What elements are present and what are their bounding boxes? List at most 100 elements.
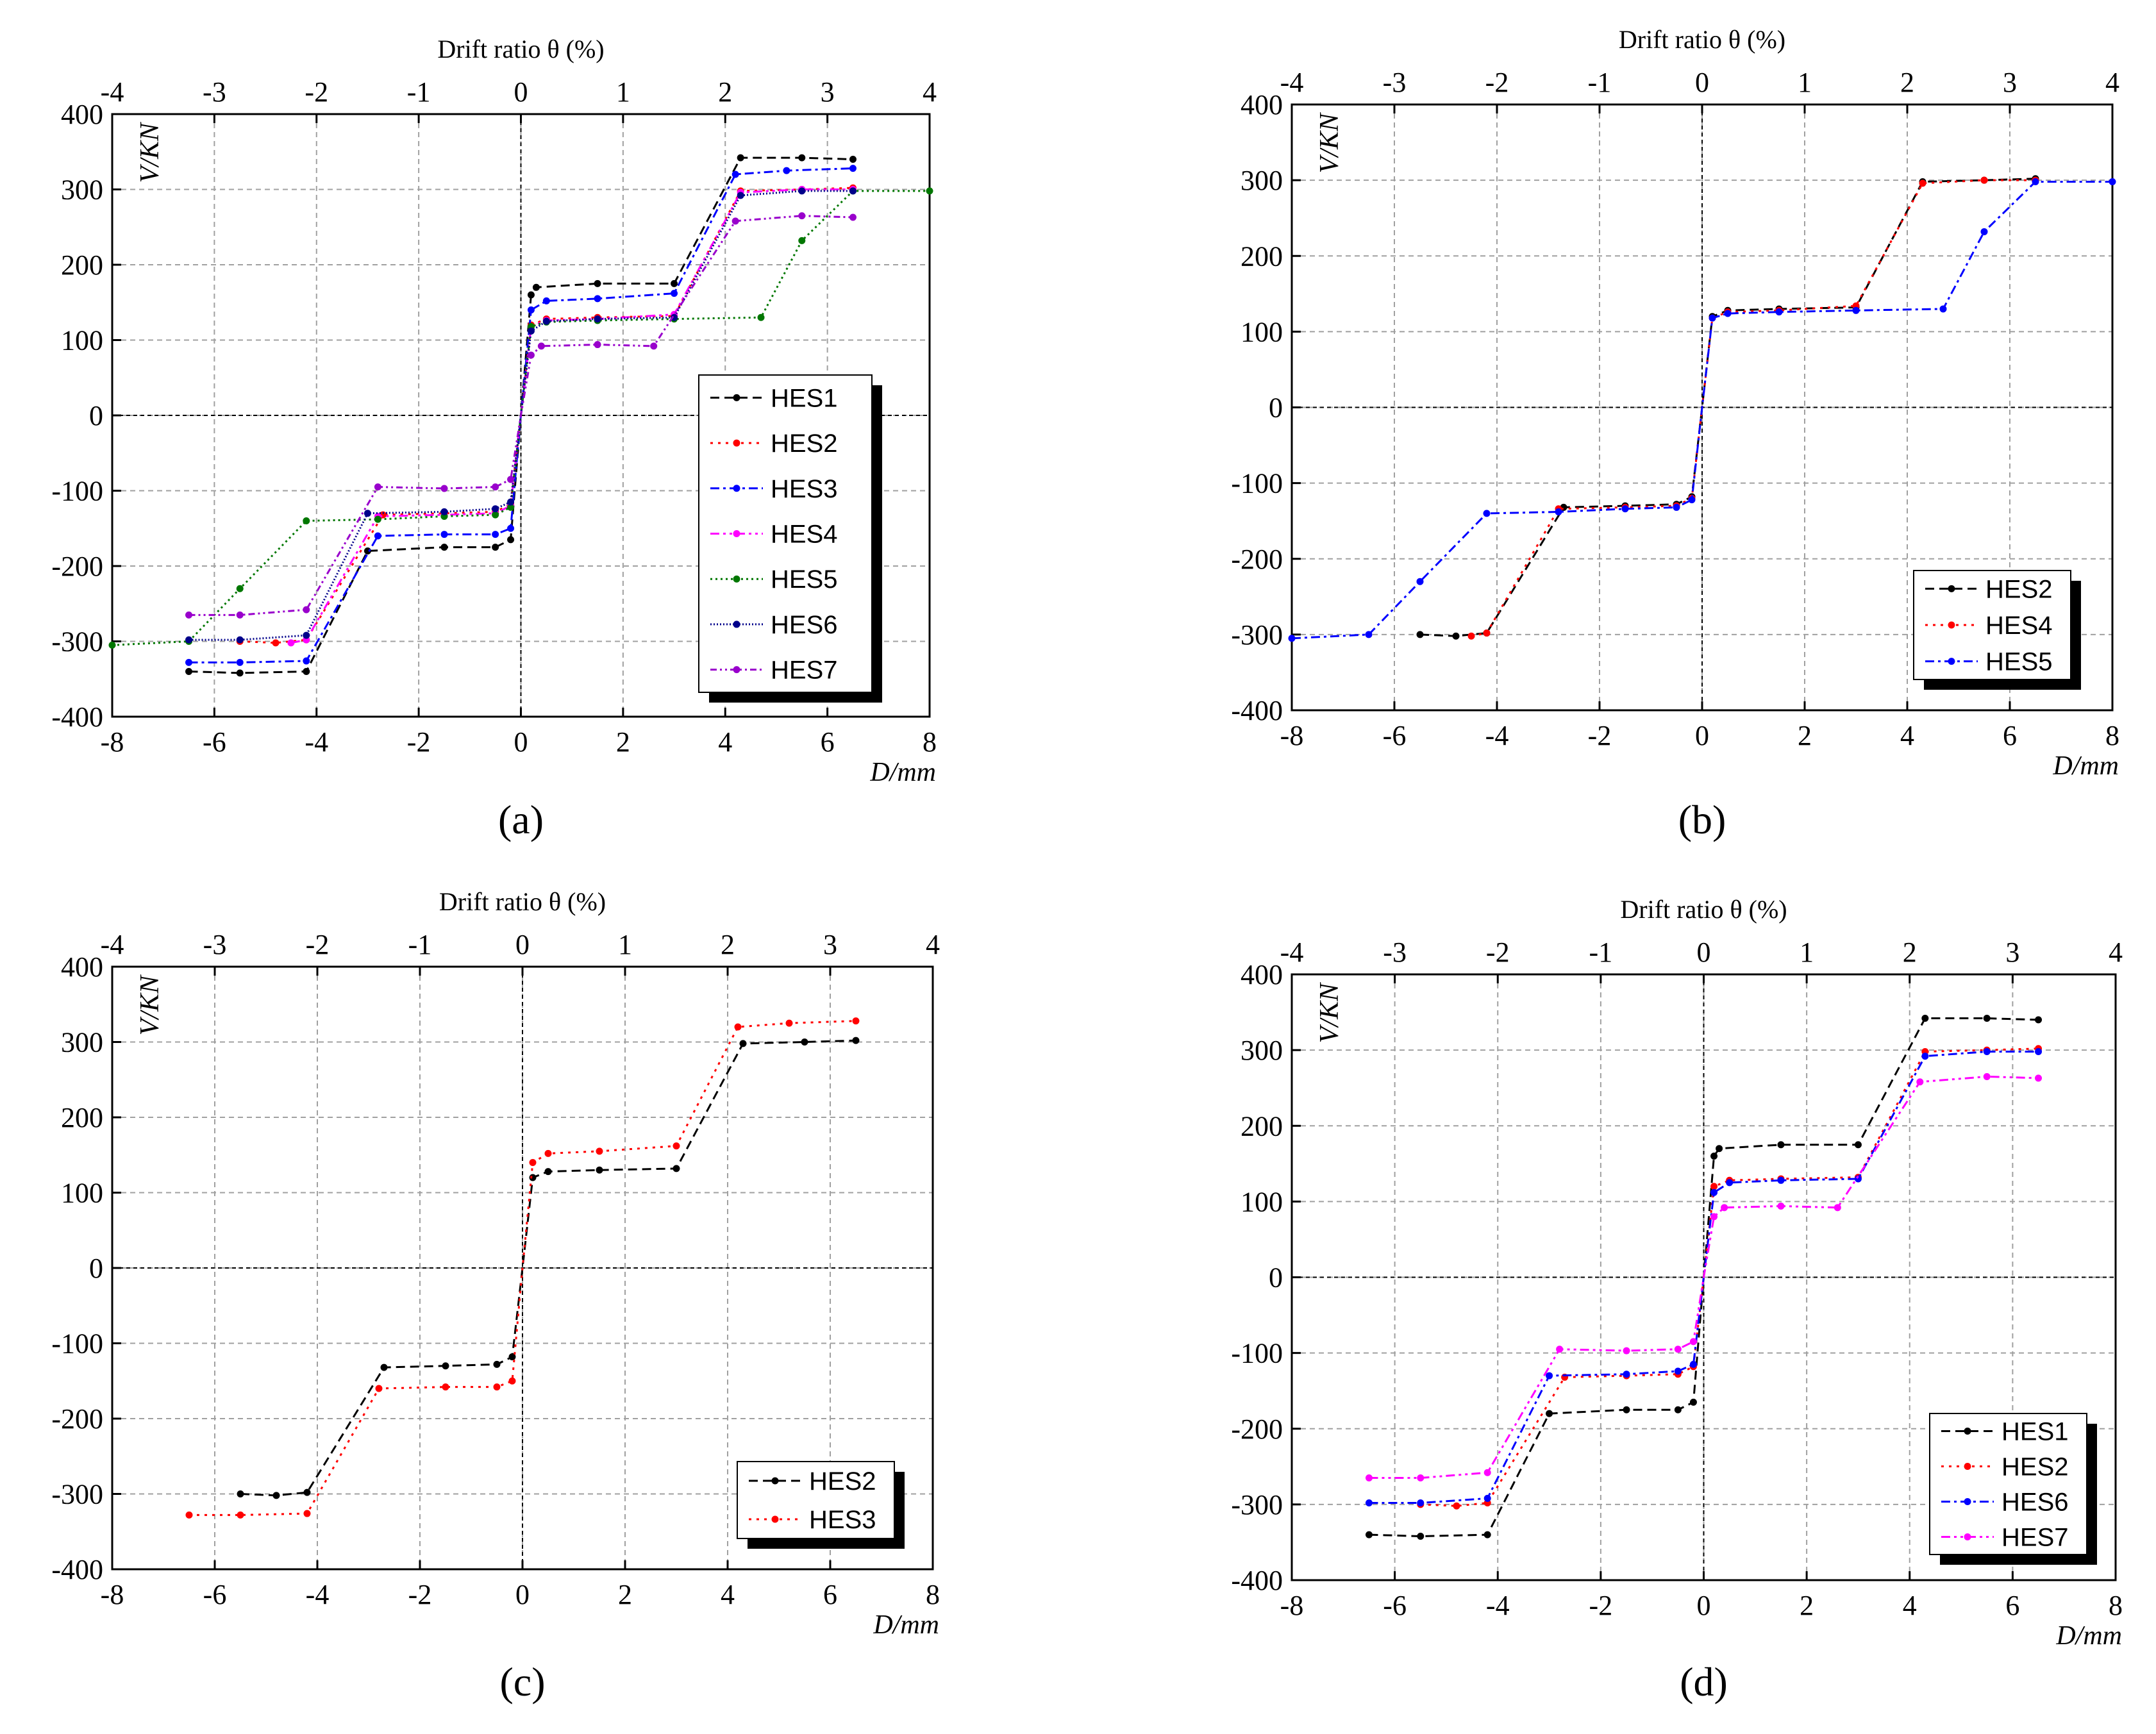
point-hes5 xyxy=(1948,658,1955,665)
point-hes6 xyxy=(492,505,499,513)
top-axis-title: Drift ratio θ (%) xyxy=(1619,25,1785,54)
y-tick-label: 200 xyxy=(61,249,103,281)
y-tick-label: 400 xyxy=(1241,959,1283,990)
point-hes5 xyxy=(1673,503,1680,511)
point-hes7 xyxy=(1834,1204,1841,1212)
series-hes3 xyxy=(185,1017,860,1519)
point-hes6 xyxy=(1777,1176,1785,1184)
y-tick-label: -400 xyxy=(1231,695,1283,726)
point-hes5 xyxy=(757,313,765,321)
chart-panel-b: -8 -6 -4 -2 0 2 4 6 8 -400 -300 -200 -100 0 100 200 300 4… xyxy=(1231,25,2119,842)
y-tick-label: 100 xyxy=(1241,1186,1283,1217)
legend-label-hes2: HES2 xyxy=(771,429,838,458)
y-tick-label: -300 xyxy=(51,1479,103,1510)
x-tick-label: -6 xyxy=(1383,720,1407,751)
point-hes2 xyxy=(1948,585,1955,592)
legend-label-hes4: HES4 xyxy=(771,521,838,549)
x-tick-label: 0 xyxy=(1695,720,1709,751)
legend-label-hes7: HES7 xyxy=(2001,1524,2069,1552)
point-hes5 xyxy=(1365,631,1373,638)
point-hes2 xyxy=(272,1492,280,1499)
point-hes2 xyxy=(508,1353,516,1361)
point-hes7 xyxy=(303,606,310,613)
point-hes7 xyxy=(537,342,545,350)
y-tick-label: 100 xyxy=(1241,316,1283,347)
series-hes6 xyxy=(185,187,857,644)
point-hes3 xyxy=(375,1385,383,1392)
top-tick-label: -3 xyxy=(1383,67,1407,98)
top-tick-label: 2 xyxy=(1900,67,1914,98)
x-tick-label: 4 xyxy=(718,726,732,758)
y-axis-label: V/KN xyxy=(135,974,165,1035)
y-tick-label: -200 xyxy=(51,551,103,582)
top-tick-label: 4 xyxy=(923,76,937,108)
point-hes7 xyxy=(1916,1078,1924,1086)
y-tick-label: 100 xyxy=(61,325,103,356)
point-hes1 xyxy=(798,154,806,162)
top-tick-label: -2 xyxy=(1486,937,1510,968)
point-hes2 xyxy=(852,1037,860,1044)
point-hes2 xyxy=(673,1165,680,1172)
y-tick-label: -100 xyxy=(1231,1338,1283,1369)
point-hes6 xyxy=(507,498,515,506)
legend-label-hes5: HES5 xyxy=(771,565,838,594)
x-tick-label: 2 xyxy=(1798,720,1812,751)
legend: HES1 HES2 HES6 HES7 xyxy=(1929,1413,2097,1565)
top-tick-label: -4 xyxy=(1280,937,1304,968)
top-tick-label: -2 xyxy=(1485,67,1509,98)
point-hes6 xyxy=(2035,1047,2043,1055)
top-tick-label: -1 xyxy=(1589,937,1613,968)
point-hes1 xyxy=(671,279,678,287)
top-tick-label: -1 xyxy=(1588,67,1612,98)
point-hes1 xyxy=(737,154,744,162)
point-hes5 xyxy=(2109,178,2116,185)
point-hes1 xyxy=(1716,1145,1723,1153)
point-hes7 xyxy=(733,666,740,674)
line-hes2 xyxy=(240,1039,857,1497)
point-hes3 xyxy=(671,290,678,297)
line-hes4 xyxy=(1471,179,2035,637)
point-hes7 xyxy=(507,476,515,483)
x-tick-label: 8 xyxy=(2109,1590,2123,1621)
line-hes7 xyxy=(188,215,853,616)
point-hes3 xyxy=(303,1510,311,1517)
legend-label-hes1: HES1 xyxy=(771,384,838,412)
x-tick-label: 6 xyxy=(2005,1590,2019,1621)
x-tick-label: 8 xyxy=(923,726,937,758)
point-hes6 xyxy=(798,187,806,195)
top-axis-title: Drift ratio θ (%) xyxy=(1620,895,1787,924)
top-tick-label: -3 xyxy=(203,929,227,960)
point-hes5 xyxy=(1709,314,1716,322)
point-hes2 xyxy=(733,439,740,447)
point-hes5 xyxy=(1555,508,1562,516)
y-tick-label: 300 xyxy=(1241,1035,1283,1066)
line-hes2 xyxy=(1419,178,2036,637)
top-tick-label: 2 xyxy=(721,929,735,960)
top-tick-label: 4 xyxy=(2105,67,2119,98)
point-hes6 xyxy=(1483,1494,1491,1502)
x-axis-label: D/mm xyxy=(873,1610,939,1640)
y-axis-label: V/KN xyxy=(1315,982,1344,1043)
point-hes6 xyxy=(594,315,601,323)
point-hes6 xyxy=(1710,1188,1718,1196)
point-hes2 xyxy=(596,1166,603,1174)
top-tick-label: 3 xyxy=(821,76,835,108)
top-tick-label: -2 xyxy=(305,76,328,108)
legend-label-hes6: HES6 xyxy=(2001,1488,2069,1517)
point-hes6 xyxy=(1921,1053,1929,1060)
point-hes6 xyxy=(303,631,310,639)
x-tick-label: -2 xyxy=(407,726,431,758)
top-axis-title: Drift ratio θ (%) xyxy=(439,887,606,916)
point-hes3 xyxy=(529,1159,537,1166)
top-tick-label: 4 xyxy=(926,929,940,960)
point-hes3 xyxy=(594,295,601,303)
point-hes5 xyxy=(1775,308,1783,316)
chart-panel-a: -8 -6 -4 -2 0 2 4 6 8 -400 -300 -200 -100 0 100 200 300 4… xyxy=(51,35,937,842)
point-hes6 xyxy=(1689,1360,1697,1368)
point-hes5 xyxy=(733,575,740,583)
point-hes1 xyxy=(594,279,601,287)
point-hes6 xyxy=(236,636,244,644)
point-hes6 xyxy=(1623,1371,1630,1378)
point-hes1 xyxy=(532,283,540,291)
point-hes7 xyxy=(1556,1346,1564,1353)
